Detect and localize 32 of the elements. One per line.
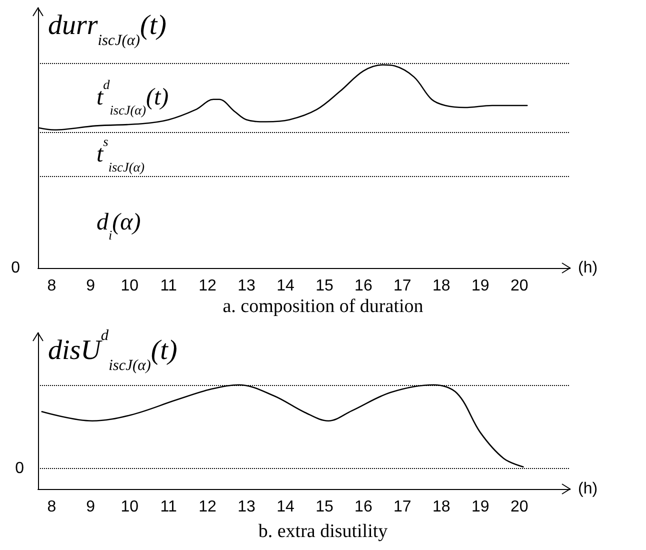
x-tick-label: 17 (394, 278, 412, 294)
x-tick-label: 9 (86, 498, 96, 516)
x-tick-label: 19 (471, 278, 490, 294)
x-tick-label: 8 (47, 278, 56, 294)
x-tick-label: 18 (432, 278, 450, 294)
x-tick-label: 11 (160, 278, 177, 294)
x-tick-label: 12 (198, 278, 217, 294)
x-tick-label: 13 (238, 278, 256, 294)
x-tick-label: 16 (354, 278, 372, 294)
x-tick-label: 13 (238, 498, 256, 516)
x-tick-label: 9 (86, 278, 96, 294)
x-axis-title: (h) (578, 480, 598, 498)
x-tick-label: 12 (198, 498, 217, 516)
x-axis-title: (h) (578, 260, 598, 276)
x-tick-label: 15 (316, 278, 334, 294)
x-tick-label: 19 (471, 498, 490, 516)
x-tick-label: 11 (160, 498, 177, 516)
x-tick-label: 17 (394, 498, 412, 516)
x-tick-label: 20 (510, 278, 528, 294)
x-tick-label: 8 (47, 498, 56, 516)
x-tick-label: 20 (510, 498, 528, 516)
x-tick-label: 16 (354, 498, 372, 516)
text: a. composition of duration (222, 296, 424, 317)
x-tick-label: 10 (120, 498, 139, 516)
x-tick-label: 15 (316, 498, 334, 516)
x-tick-label: 14 (276, 278, 294, 294)
text: b. extra disutility (258, 521, 388, 542)
x-tick-label: 10 (120, 278, 139, 294)
x-tick-label: 18 (432, 498, 450, 516)
ref-line-label: 0 (15, 460, 24, 478)
text: 0 (11, 260, 20, 276)
x-tick-label: 14 (276, 498, 294, 516)
